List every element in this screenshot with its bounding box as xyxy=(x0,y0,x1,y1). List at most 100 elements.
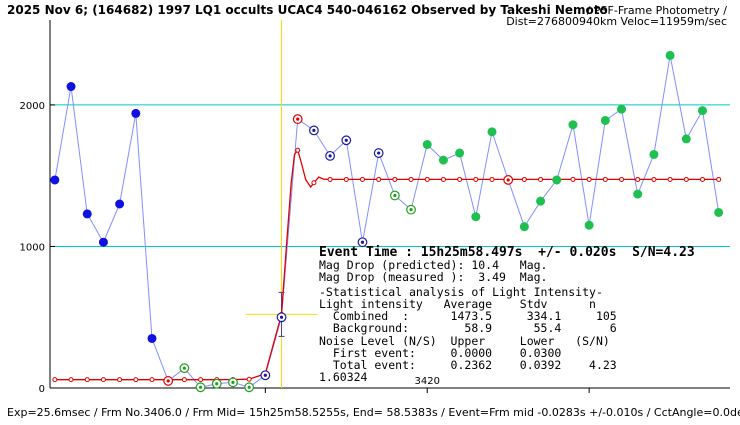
model-point xyxy=(699,176,705,182)
model-point xyxy=(295,147,301,153)
data-point-marker-center xyxy=(231,380,235,384)
data-point-marker-center xyxy=(506,178,510,182)
model-point xyxy=(716,176,722,182)
event-markers xyxy=(245,20,318,388)
model-point xyxy=(651,176,657,182)
data-point xyxy=(422,140,432,150)
data-point-marker-center xyxy=(377,151,381,155)
model-point xyxy=(619,176,625,182)
model-point xyxy=(538,176,544,182)
model-point xyxy=(635,176,641,182)
stats-header-text: -Statistical analysis of Light Intensity… xyxy=(319,285,603,299)
analysis-panel: Event Time : 15h25m58.497s +/- 0.020s S/… xyxy=(319,245,695,384)
data-point-marker-center xyxy=(312,128,316,132)
data-point-marker-center xyxy=(328,154,332,158)
chart-title: 2025 Nov 6; (164682) 1997 LQ1 occults UC… xyxy=(7,3,608,17)
footer-info: Exp=25.6msec / Frm No.3406.0 / Frm Mid= … xyxy=(7,406,740,419)
model-point xyxy=(359,176,365,182)
y-tick-labels: 0 1000 2000 xyxy=(20,101,45,395)
model-point xyxy=(602,176,608,182)
light-intensity-header: Light intensity Average Stdv n xyxy=(319,297,596,311)
model-point xyxy=(198,377,204,383)
data-point xyxy=(487,127,497,137)
model-point xyxy=(52,377,58,383)
event-time-text: Event Time : 15h25m58.497s +/- 0.020s S/… xyxy=(319,245,695,260)
data-point-marker-center xyxy=(215,382,219,386)
model-point xyxy=(343,176,349,182)
data-point xyxy=(115,199,125,209)
model-point xyxy=(424,176,430,182)
combined-row: Combined : 1473.5 334.1 105 xyxy=(319,309,617,323)
x-tick-label: 3420 xyxy=(415,376,440,387)
data-point xyxy=(66,82,76,92)
data-point-marker-center xyxy=(263,373,267,377)
model-point xyxy=(521,176,527,182)
model-point xyxy=(586,176,592,182)
model-point xyxy=(667,176,673,182)
data-point xyxy=(552,175,562,185)
data-point xyxy=(649,149,659,159)
data-point xyxy=(600,115,610,125)
data-point-marker-center xyxy=(166,379,170,383)
x-tick-labels: 3420 xyxy=(415,376,440,387)
data-point xyxy=(471,212,481,222)
axis-ticks xyxy=(50,104,590,393)
model-point xyxy=(246,376,252,382)
model-point xyxy=(117,377,123,383)
y-tick-label: 2000 xyxy=(20,101,45,112)
data-point xyxy=(568,120,578,130)
data-point-marker-center xyxy=(296,117,300,121)
model-curve-line xyxy=(54,148,719,381)
data-point-marker-center xyxy=(182,366,186,370)
model-point xyxy=(149,377,155,383)
data-point-marker-center xyxy=(344,138,348,142)
model-point xyxy=(100,377,106,383)
data-point xyxy=(147,333,157,343)
data-point-marker-center xyxy=(247,385,251,389)
model-point xyxy=(473,176,479,182)
model-point xyxy=(68,377,74,383)
data-point xyxy=(665,50,675,60)
total-event-row: Total event: 0.2362 0.0392 4.23 xyxy=(319,358,617,372)
data-point xyxy=(82,209,92,219)
model-point xyxy=(311,180,317,186)
data-point xyxy=(714,207,724,217)
data-point xyxy=(536,196,546,206)
data-point xyxy=(617,104,627,114)
data-point xyxy=(438,155,448,165)
mag-drop-measured-text: Mag Drop (measured ): 3.49 Mag. xyxy=(319,270,547,284)
background-row: Background: 58.9 55.4 6 xyxy=(319,321,617,335)
model-point xyxy=(181,377,187,383)
data-point-marker-center xyxy=(360,240,365,244)
model-point xyxy=(376,176,382,182)
chart-subtitle-line2: Dist=276800940km Veloc=11959m/sec xyxy=(506,15,727,28)
model-point xyxy=(133,377,139,383)
model-point xyxy=(570,176,576,182)
model-point xyxy=(457,176,463,182)
model-point xyxy=(84,377,90,383)
y-tick-label: 1000 xyxy=(20,242,45,253)
y-tick-label: 0 xyxy=(39,384,45,395)
first-event-row: First event: 0.0000 0.0300 xyxy=(319,346,561,360)
data-point xyxy=(50,175,60,185)
data-point xyxy=(681,134,691,144)
model-point xyxy=(489,176,495,182)
ratio-value-text: 1.60324 xyxy=(319,370,368,384)
model-point xyxy=(392,176,398,182)
model-point xyxy=(408,176,414,182)
data-point-marker-center xyxy=(409,208,413,212)
model-point xyxy=(327,176,333,182)
data-point-marker-center xyxy=(393,193,397,198)
data-point xyxy=(455,148,465,158)
data-point xyxy=(519,222,529,232)
model-points xyxy=(52,147,722,383)
chart-subtitle-line1: / PSF-Frame Photometry / xyxy=(587,4,728,17)
data-point xyxy=(98,237,108,247)
data-point xyxy=(633,189,643,199)
data-point xyxy=(697,106,707,116)
data-point xyxy=(584,220,594,230)
data-point-marker-center xyxy=(198,385,203,389)
noise-level-header: Noise Level (N/S) Upper Lower (S/N) xyxy=(319,334,610,348)
